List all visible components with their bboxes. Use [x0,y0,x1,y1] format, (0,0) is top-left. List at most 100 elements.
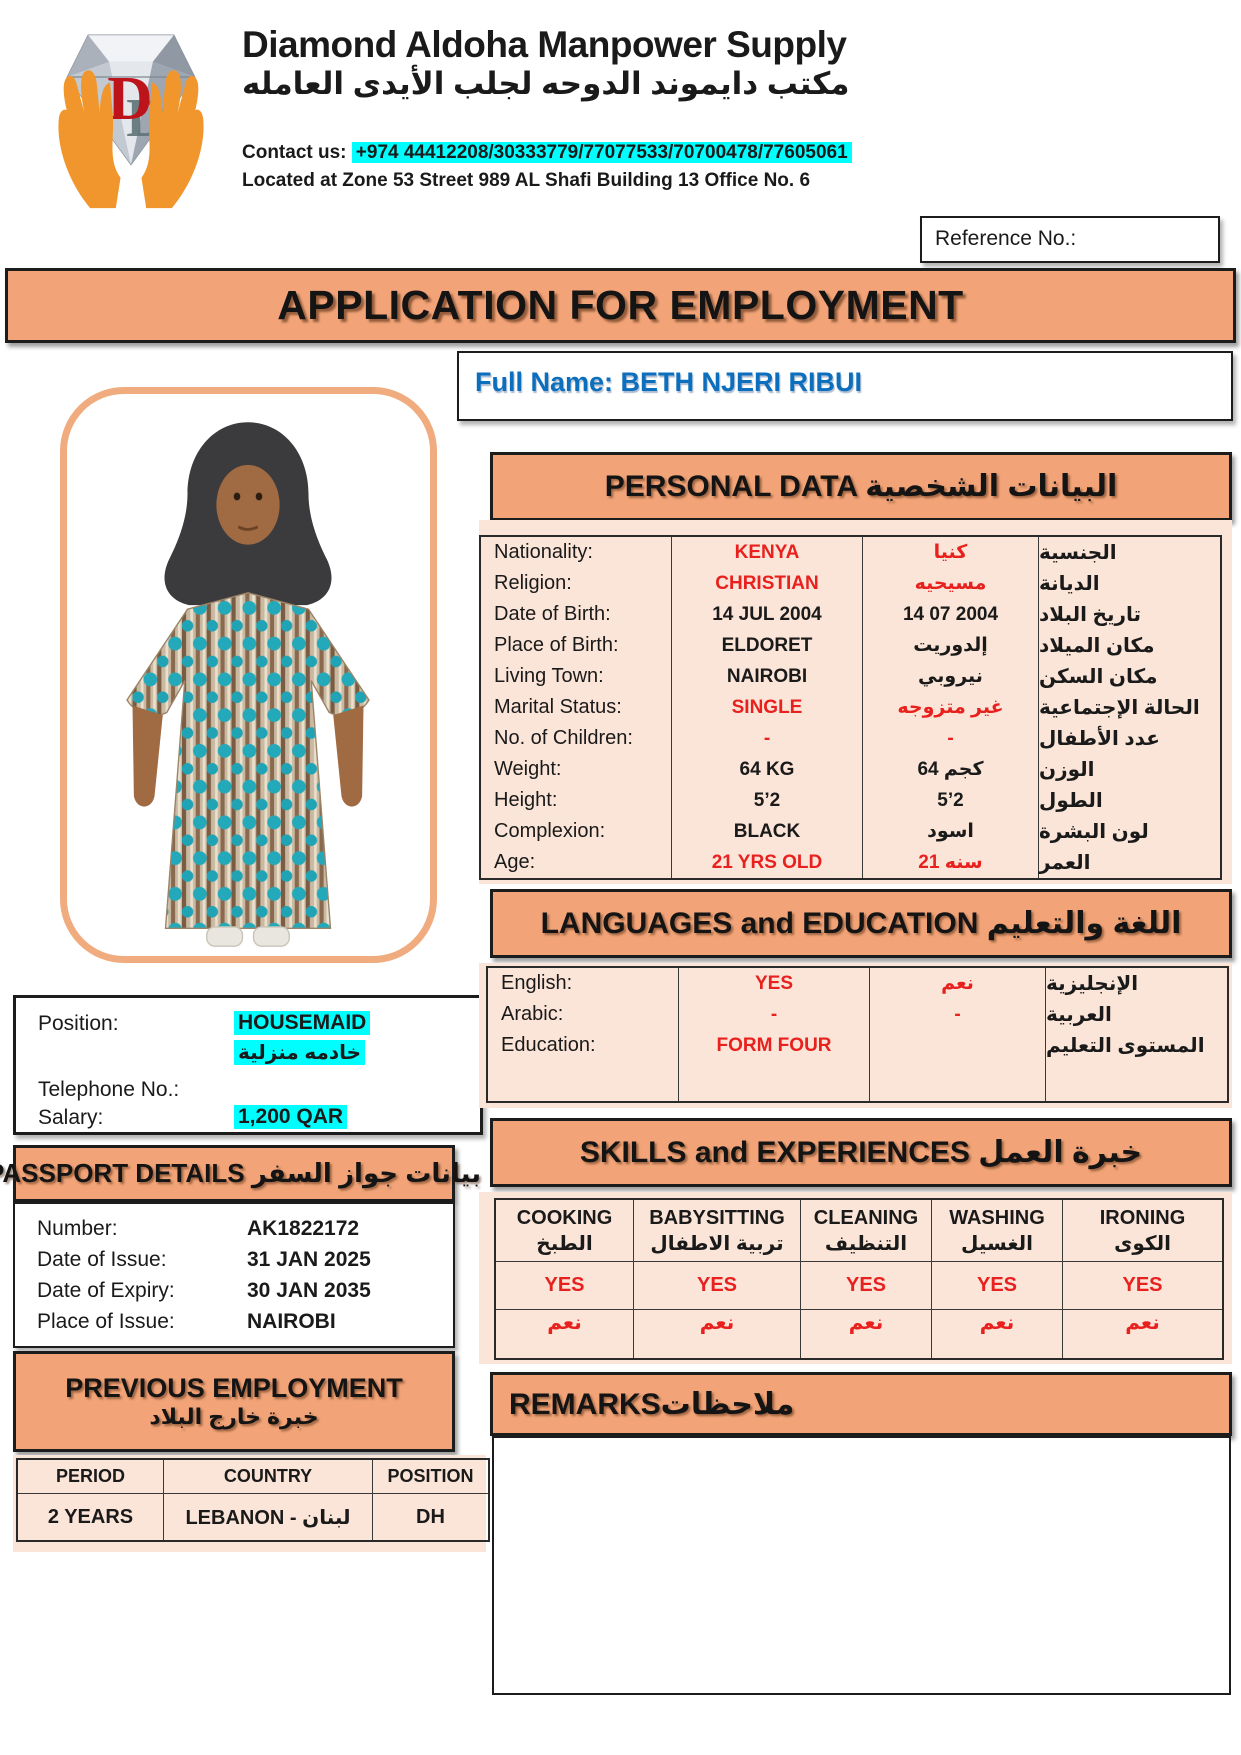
skills-experiences-heading: SKILLS and EXPERIENCES خبرة العمل [579,1136,1143,1169]
empty-cell [870,1061,1046,1101]
personal-row-label-ar: عدد الأطفال [1039,728,1160,750]
personal-row-value-en: 21 YRS OLD [672,847,863,878]
reference-number-field[interactable]: Reference No.: [920,216,1220,263]
personal-row-label-ar: الجنسية [1039,542,1117,564]
personal-data-table: Nationality: KENYA كنيا الجنسية Religion… [479,535,1222,880]
skill-name-en: CLEANING [813,1206,919,1229]
education-row-label-ar: المستوى التعليم [1046,1035,1205,1057]
personal-row-value-ar: اسود [863,816,1039,847]
skills-table-area: COOKING الطبخ BABYSITTING تربية الاطفال … [479,1192,1232,1364]
reference-label: Reference No.: [935,227,1077,250]
skill-name-en: WASHING [949,1206,1045,1229]
skill-answer-ar: نعم [932,1310,1063,1358]
personal-row-value-ar: 64 كجم [863,754,1039,785]
personal-row-label: Marital Status: [481,692,672,723]
remarks-box[interactable] [492,1436,1231,1695]
personal-row-label-ar: الحالة الإجتماعية [1039,697,1200,719]
personal-row-label: Religion: [481,568,672,599]
personal-row-value-ar: نيروبي [863,661,1039,692]
personal-row-label: Age: [481,847,672,878]
language-row-label-ar: الإنجليزية [1046,973,1139,995]
passport-number-label: Number: [37,1217,118,1240]
skill-name-ar: الطبخ [536,1232,593,1255]
passport-expiry-date-value: 30 JAN 2035 [247,1279,371,1302]
page-title: APPLICATION FOR EMPLOYMENT [277,282,964,328]
position-value-arabic: خادمه منزلية [234,1040,366,1065]
languages-table: English: YES نعم الإنجليزية Arabic: - - … [486,966,1229,1103]
personal-row-value-ar: إلدوريت [863,630,1039,661]
remarks-header: REMARKSملاحظات [490,1372,1232,1436]
language-row-value-en: - [679,999,870,1030]
personal-row-value-en: BLACK [672,816,863,847]
skills-experiences-header: SKILLS and EXPERIENCES خبرة العمل [490,1118,1232,1187]
personal-row-label: Weight: [481,754,672,785]
personal-row-label-ar: الطول [1039,790,1103,812]
personal-row-value-ar: كنيا [863,537,1039,568]
empty-cell [1046,1061,1227,1101]
skill-name-ar: التنظيف [824,1232,908,1255]
skill-name-en: BABYSITTING [649,1206,785,1229]
personal-row-value-ar: غير متزوجه [863,692,1039,723]
remarks-heading: REMARKSملاحظات [509,1387,795,1421]
hands-holding-diamond-icon: D D [58,34,204,209]
personal-row-label-ar: الوزن [1039,759,1095,781]
passport-details-header: PASSPORT DETAILS بيانات جواز السفر [0,1145,481,1202]
language-row-label: English: [488,968,679,999]
skill-column-ironing: IRONING الكوى [1063,1200,1222,1262]
previous-employment-position: DH [416,1505,445,1528]
previous-employment-period: 2 YEARS [18,1494,164,1540]
passport-place-of-issue-value: NAIROBI [247,1310,336,1333]
personal-row-value-en: CHRISTIAN [672,568,863,599]
personal-row-value-ar: 21 سنه [863,847,1039,878]
language-row-label-ar: العربية [1046,1004,1112,1026]
telephone-label: Telephone No.: [38,1078,180,1101]
personal-row-label-ar: العمر [1039,852,1091,874]
personal-row-label: Place of Birth: [481,630,672,661]
previous-employment-country: LEBANON - لبنان [164,1494,373,1540]
education-row-label: Education: [488,1030,679,1061]
personal-row-value-en: 64 KG [672,754,863,785]
language-row-value-en: YES [679,968,870,999]
personal-row-value-en: NAIROBI [672,661,863,692]
personal-row-value-en: 5’2 [672,785,863,816]
salary-value: 1,200 QAR [234,1105,348,1129]
personal-row-label-ar: الديانة [1039,573,1100,595]
personal-data-header: PERSONAL DATA البيانات الشخصية [490,452,1232,521]
skill-name-ar: تربية الاطفال [650,1232,784,1255]
column-header-period: PERIOD [18,1460,164,1494]
personal-row-value-en: - [672,723,863,754]
passport-details-heading: PASSPORT DETAILS بيانات جواز السفر [0,1158,482,1188]
skills-table: COOKING الطبخ BABYSITTING تربية الاطفال … [494,1198,1224,1360]
contact-label: Contact us: [242,142,347,163]
skill-answer-ar: نعم [496,1310,634,1358]
passport-place-of-issue-label: Place of Issue: [37,1310,175,1333]
company-logo: D D [26,20,236,210]
applicant-portrait-image [83,403,413,953]
previous-employment-heading-arabic: خبرة خارج البلاد [149,1404,319,1429]
personal-row-label: Living Town: [481,661,672,692]
languages-education-header: LANGUAGES and EDUCATION اللغة والتعليم [490,889,1232,958]
skill-column-babysitting: BABYSITTING تربية الاطفال [634,1200,801,1262]
column-header-country: COUNTRY [164,1460,373,1494]
personal-row-label: Nationality: [481,537,672,568]
personal-data-table-area: Nationality: KENYA كنيا الجنسية Religion… [479,520,1232,884]
skill-answer-en: YES [496,1262,634,1310]
personal-row-label-ar: لون البشرة [1039,821,1149,843]
personal-row-value-ar: - [863,723,1039,754]
passport-issue-date-label: Date of Issue: [37,1248,167,1271]
skill-column-cleaning: CLEANING التنظيف [801,1200,932,1262]
languages-table-area: English: YES نعم الإنجليزية Arabic: - - … [479,963,1232,1108]
personal-row-value-en: SINGLE [672,692,863,723]
previous-employment-table: PERIOD COUNTRY POSITION 2 YEARS LEBANON … [16,1458,490,1542]
personal-row-value-en: KENYA [672,537,863,568]
personal-row-value-en: ELDORET [672,630,863,661]
svg-text:D: D [107,63,152,133]
company-name-arabic: مكتب دايموند الدوحه لجلب الأيدى العامله [242,66,850,101]
address-line: Located at Zone 53 Street 989 AL Shafi B… [242,170,811,191]
contact-line: Contact us: +974 44412208/30333779/77077… [242,142,852,164]
personal-row-label: Date of Birth: [481,599,672,630]
previous-employment-heading: PREVIOUS EMPLOYMENT [65,1373,403,1403]
passport-issue-date-value: 31 JAN 2025 [247,1248,371,1271]
title-banner: APPLICATION FOR EMPLOYMENT [5,268,1236,343]
